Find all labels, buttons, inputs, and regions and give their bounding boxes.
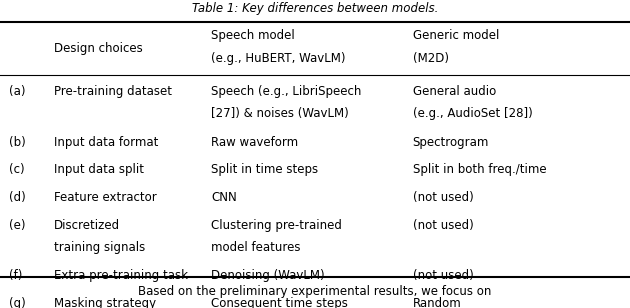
Text: Masking strategy: Masking strategy: [54, 297, 156, 308]
Text: (b): (b): [9, 136, 26, 148]
Text: (not used): (not used): [413, 191, 473, 204]
Text: Based on the preliminary experimental results, we focus on: Based on the preliminary experimental re…: [139, 285, 491, 298]
Text: (not used): (not used): [413, 270, 473, 282]
Text: Split in both freq./time: Split in both freq./time: [413, 163, 546, 176]
Text: Generic model: Generic model: [413, 29, 499, 42]
Text: (M2D): (M2D): [413, 52, 449, 65]
Text: Pre-training dataset: Pre-training dataset: [54, 85, 171, 98]
Text: model features: model features: [211, 241, 301, 254]
Text: (not used): (not used): [413, 219, 473, 232]
Text: Split in time steps: Split in time steps: [211, 163, 318, 176]
Text: Denoising (WavLM): Denoising (WavLM): [211, 270, 324, 282]
Text: Feature extractor: Feature extractor: [54, 191, 156, 204]
Text: training signals: training signals: [54, 241, 145, 254]
Text: Discretized: Discretized: [54, 219, 120, 232]
Text: [27]) & noises (WavLM): [27]) & noises (WavLM): [211, 107, 349, 120]
Text: Speech (e.g., LibriSpeech: Speech (e.g., LibriSpeech: [211, 85, 362, 98]
Text: Clustering pre-trained: Clustering pre-trained: [211, 219, 342, 232]
Text: Random: Random: [413, 297, 461, 308]
Text: CNN: CNN: [211, 191, 237, 204]
Text: Design choices: Design choices: [54, 42, 142, 55]
Text: General audio: General audio: [413, 85, 496, 98]
Text: (e): (e): [9, 219, 26, 232]
Text: (c): (c): [9, 163, 25, 176]
Text: Raw waveform: Raw waveform: [211, 136, 298, 148]
Text: Extra pre-training task: Extra pre-training task: [54, 270, 188, 282]
Text: Input data format: Input data format: [54, 136, 158, 148]
Text: (f): (f): [9, 270, 23, 282]
Text: Input data split: Input data split: [54, 163, 144, 176]
Text: (e.g., AudioSet [28]): (e.g., AudioSet [28]): [413, 107, 532, 120]
Text: (d): (d): [9, 191, 26, 204]
Text: Consequent time steps: Consequent time steps: [211, 297, 348, 308]
Text: (a): (a): [9, 85, 26, 98]
Text: Speech model: Speech model: [211, 29, 295, 42]
Text: (g): (g): [9, 297, 26, 308]
Text: Spectrogram: Spectrogram: [413, 136, 489, 148]
Text: Table 1: Key differences between models.: Table 1: Key differences between models.: [192, 2, 438, 14]
Text: (e.g., HuBERT, WavLM): (e.g., HuBERT, WavLM): [211, 52, 345, 65]
